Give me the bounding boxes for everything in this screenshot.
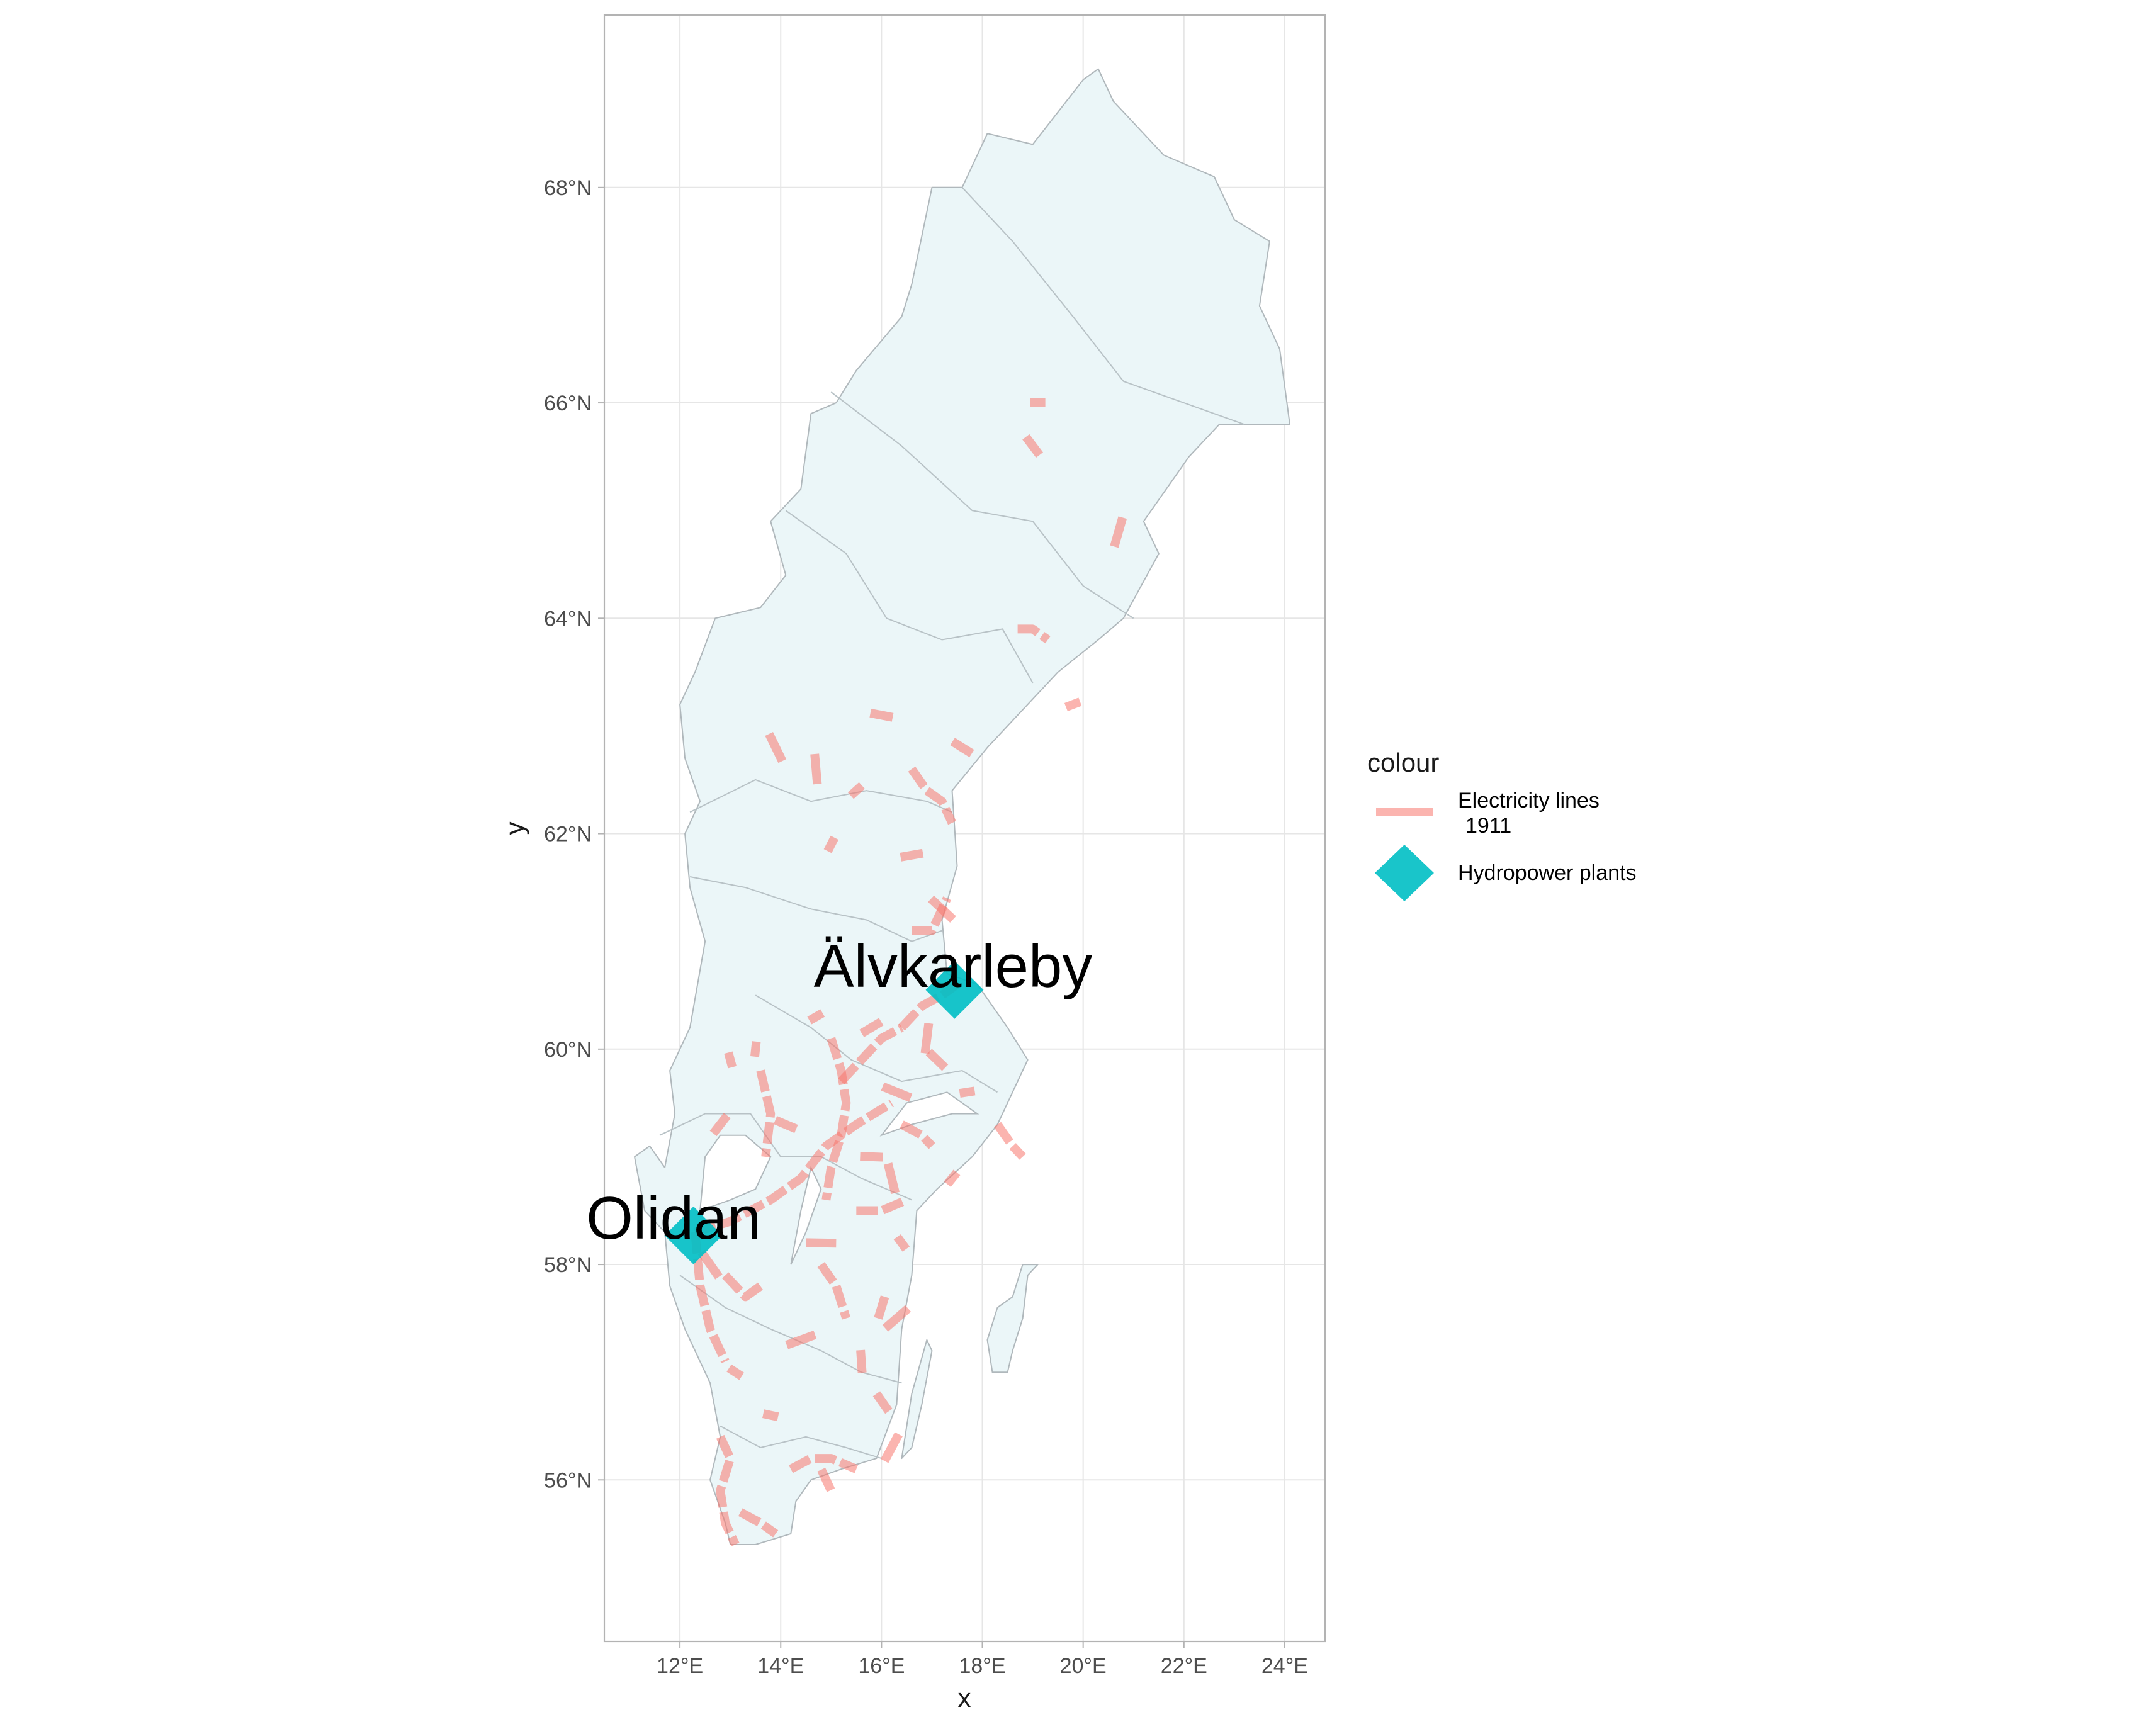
electricity-line [856,1195,909,1215]
electricity-line-segment [883,1162,900,1195]
electricity-line-segment [1022,434,1044,458]
plot-panel [603,14,1326,1643]
electricity-line-segment [874,1295,889,1320]
electricity-line-segment [709,1113,731,1137]
y-tick-label: 62°N [544,823,592,847]
electricity-line [789,1454,859,1473]
county-border [689,779,952,813]
electricity-line-segment [859,1018,884,1037]
x-tick-label: 22°E [1161,1654,1207,1678]
electricity-line-segment [925,1049,949,1071]
electricity-line-segment [817,1468,835,1492]
county-border [785,510,1034,684]
county-borders [659,187,1245,1460]
hydropower-plants [664,960,984,1264]
y-tick-label: 68°N [544,176,592,200]
electricity-line-segment [726,1364,745,1380]
electricity-line-segment [856,1349,867,1373]
legend-electricity-year: 1911 [1465,814,1511,838]
electricity-line [838,1023,904,1084]
y-tick-label: 56°N [544,1468,592,1492]
electricity-line [821,1037,851,1201]
electricity-line-segment [928,895,956,923]
electricity-line-segment [762,1409,779,1421]
legend-electricity-label: Electricity lines [1458,789,1600,813]
electricity-line-segment [860,1152,883,1162]
electricity-line [817,1262,850,1320]
y-tick-label: 58°N [544,1253,592,1277]
electricity-line-segment [847,782,865,799]
electricity-line-segment [920,1023,934,1054]
hydropower-plant-marker [664,1206,723,1264]
legend-title: colour [1367,748,1439,777]
legend-hydropower-label: Hydropower plants [1458,861,1636,885]
x-axis-title: x [958,1683,971,1713]
y-tick-label: 60°N [544,1038,592,1062]
electricity-line-segment [1064,697,1082,712]
electricity-line-segment [882,1305,912,1332]
electricity-line-segment [893,1234,910,1252]
legend: colour Electricity lines 1911 Hydropower… [1367,748,1636,901]
electricity-line-segment [785,1331,817,1349]
electricity-line [716,1434,740,1546]
hydropower-plant-marker [925,960,984,1019]
place-label-olidan: Olidan [586,1185,761,1252]
electricity-line-segment [750,1041,761,1057]
electricity-line-segment [807,1009,825,1025]
electricity-line-segment [823,835,838,853]
x-tick-label: 12°E [657,1654,703,1678]
electricity-line-segment [900,848,924,862]
electricity-line-segment [869,709,894,722]
electricity-line-segment [944,1169,961,1187]
electricity-line-segment [724,1051,737,1069]
y-tick-label: 64°N [544,607,592,631]
gotland-island [986,1264,1039,1373]
lake [699,1134,772,1212]
y-axis-title: y [500,822,529,835]
electricity-line [872,1391,896,1418]
county-border [755,994,998,1093]
x-axis-ticks: 12°E 14°E 16°E 18°E 20°E 22°E 24°E [657,1641,1308,1678]
electricity-line-segment [959,1086,976,1098]
electricity-line-segment [806,1238,837,1248]
electricity-line [908,766,956,825]
electricity-line [1017,624,1051,644]
county-border [961,187,1245,425]
electricity-line-segment [773,1116,798,1134]
electricity-line-segment [1110,516,1127,548]
oland-island [901,1339,933,1460]
electricity-line [900,1120,935,1149]
electricity-line-segment [880,1432,903,1463]
electricity-line [722,1272,764,1302]
electricity-line-segment [810,753,822,785]
county-border [720,1425,882,1460]
panel-border [603,14,1326,1643]
electricity-line [738,1508,779,1538]
x-tick-label: 20°E [1060,1654,1107,1678]
x-tick-label: 16°E [858,1654,905,1678]
legend-hydropower-diamond-swatch [1375,845,1434,901]
county-border [689,876,942,942]
x-tick-label: 24°E [1261,1654,1308,1678]
place-label-alvkarleby: Älvkarleby [814,933,1093,1000]
electricity-line-segment [765,732,787,763]
y-axis-ticks: 56°N 58°N 60°N 62°N 64°N 66°N 68°N [544,176,604,1492]
lake [790,1165,822,1265]
electricity-line [993,1122,1026,1160]
county-border [830,391,1134,619]
y-tick-label: 66°N [544,391,592,415]
electricity-line-segment [950,738,974,758]
electricity-line [694,1099,895,1237]
electricity-line-segment [881,1082,913,1102]
x-tick-label: 18°E [959,1654,1005,1678]
electricity-line [756,1069,776,1157]
electricity-line-segment [697,1249,723,1280]
x-tick-label: 14°E [757,1654,804,1678]
county-border [659,1113,912,1201]
